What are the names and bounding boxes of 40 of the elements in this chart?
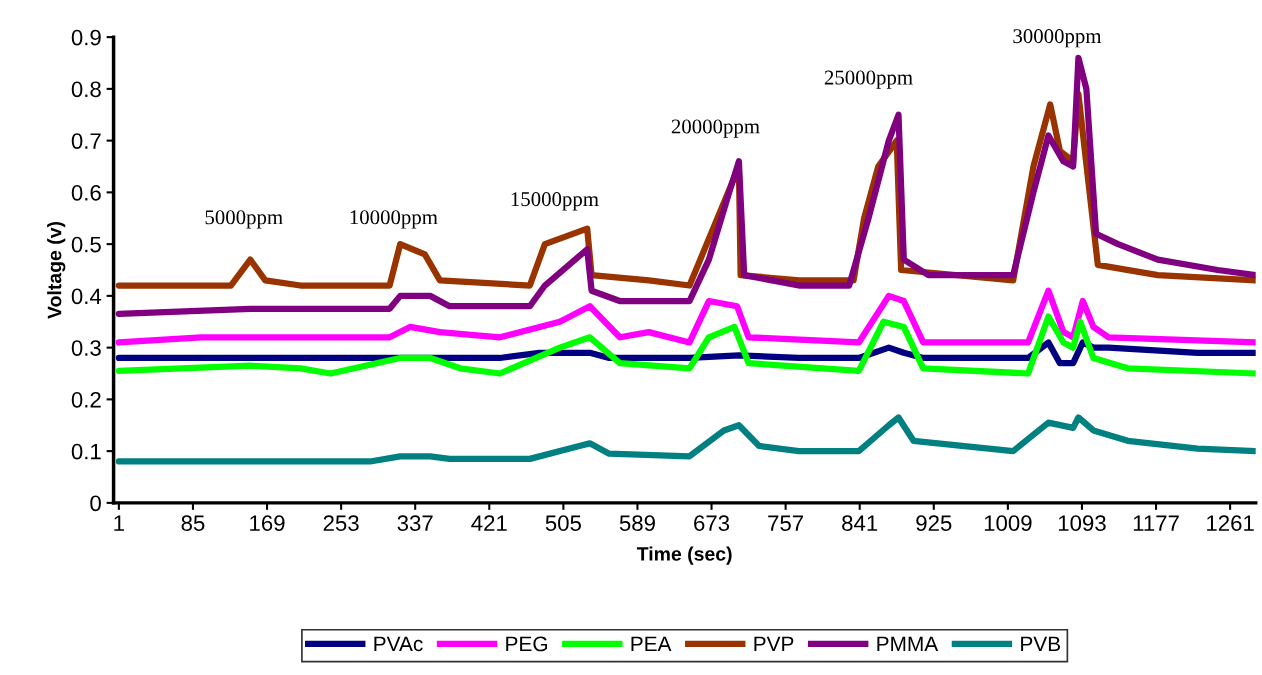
x-tick-label: 1177: [1133, 515, 1179, 531]
x-tick-label: 589: [619, 515, 655, 531]
x-tick-label: 1261: [1207, 515, 1254, 531]
y-tick-label: 0: [90, 495, 101, 512]
x-tick-label: 1009: [984, 515, 1032, 531]
y-tick-label: 0.6: [71, 184, 101, 201]
y-tick-label: 0.2: [71, 391, 101, 408]
y-tick-label: 0.9: [71, 29, 101, 46]
x-tick-label: 1093: [1058, 515, 1106, 531]
annotation: 10000ppm: [350, 210, 438, 229]
legend-label: PEA: [631, 636, 672, 652]
x-tick-label: 673: [694, 515, 730, 531]
x-tick-label: 757: [768, 515, 804, 531]
legend-label: PVAc: [374, 636, 423, 652]
annotation: 25000ppm: [824, 70, 913, 89]
legend-label: PEG: [506, 636, 547, 652]
y-tick-label: 0.8: [71, 81, 101, 98]
x-tick-label: 841: [842, 515, 878, 531]
x-tick-label: 253: [323, 515, 359, 531]
x-tick-label: 925: [916, 515, 952, 531]
legend-label: PVP: [754, 636, 794, 652]
x-tick-label: 421: [471, 515, 507, 531]
annotation: 20000ppm: [671, 119, 760, 138]
x-tick-label: 505: [545, 515, 581, 531]
x-axis-title: Time (sec): [636, 546, 732, 565]
x-tick-label: 337: [397, 515, 433, 531]
annotation: 30000ppm: [1013, 29, 1102, 48]
y-tick-label: 0.5: [71, 236, 101, 253]
x-tick-label: 85: [181, 515, 205, 531]
y-tick-label: 0.7: [71, 133, 101, 149]
legend-label: PVB: [1021, 636, 1061, 652]
annotation: 5000ppm: [205, 210, 283, 229]
y-tick-label: 0.3: [71, 340, 101, 356]
y-tick-label: 0.1: [71, 443, 101, 460]
x-tick-label: 169: [250, 515, 285, 531]
x-tick-label: 1: [114, 515, 124, 531]
annotation: 15000ppm: [511, 192, 599, 211]
y-axis-title: Voltage (v): [47, 221, 66, 319]
legend-label: PMMA: [877, 636, 939, 652]
y-tick-label: 0.4: [71, 288, 102, 305]
